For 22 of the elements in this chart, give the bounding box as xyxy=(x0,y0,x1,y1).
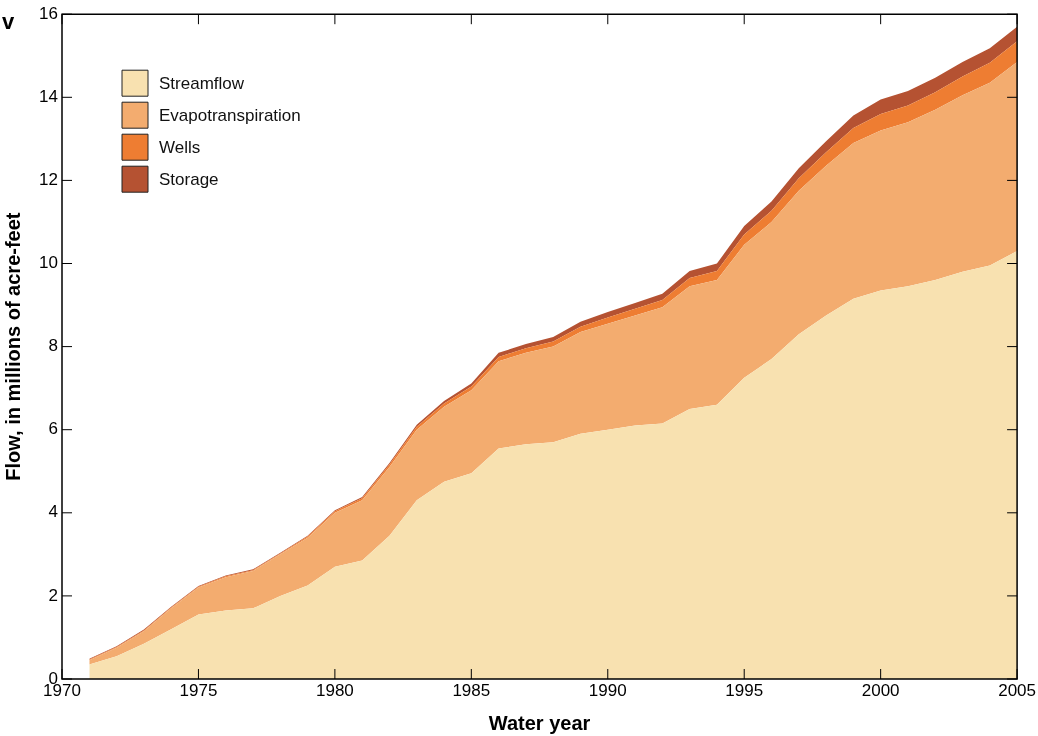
x-axis-title: Water year xyxy=(488,711,591,734)
x-tick-label: 2005 xyxy=(998,680,1036,700)
y-tick-label: 10 xyxy=(39,253,58,273)
y-tick-label: 6 xyxy=(48,419,58,439)
y-tick-label: 16 xyxy=(39,3,58,23)
y-tick-label: 4 xyxy=(48,502,58,522)
x-tick-label: 1975 xyxy=(179,680,218,700)
legend-label: Wells xyxy=(159,137,201,157)
y-tick-label: 14 xyxy=(39,86,58,106)
x-tick-label: 2000 xyxy=(861,680,900,700)
legend-label: Storage xyxy=(159,169,219,189)
legend-label: Evapotranspiration xyxy=(159,105,301,125)
x-tick-label: 1995 xyxy=(725,680,764,700)
text: v xyxy=(2,9,15,35)
x-tick-label: 1990 xyxy=(588,680,627,700)
y-tick-label: 12 xyxy=(39,170,58,190)
legend-label: Streamflow xyxy=(159,73,245,93)
x-tick-label: 1985 xyxy=(452,680,491,700)
y-tick-label: 8 xyxy=(48,336,58,356)
y-tick-label: 2 xyxy=(48,585,58,605)
x-tick-label: 1980 xyxy=(315,680,354,700)
y-axis-title: Flow, in millions of acre-feet xyxy=(1,212,24,481)
